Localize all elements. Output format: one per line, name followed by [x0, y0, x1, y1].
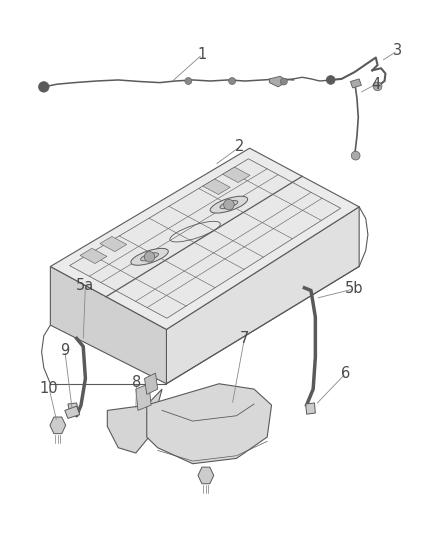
- Polygon shape: [65, 406, 80, 418]
- Polygon shape: [70, 159, 341, 318]
- Polygon shape: [147, 384, 272, 464]
- Circle shape: [224, 199, 234, 210]
- Polygon shape: [223, 167, 250, 182]
- Polygon shape: [203, 179, 230, 195]
- Polygon shape: [50, 266, 166, 384]
- Circle shape: [185, 77, 192, 85]
- Circle shape: [351, 151, 360, 160]
- Text: 2: 2: [235, 139, 245, 154]
- Ellipse shape: [210, 196, 247, 213]
- Ellipse shape: [141, 253, 159, 261]
- Text: 9: 9: [60, 343, 70, 358]
- Polygon shape: [269, 76, 284, 87]
- Polygon shape: [350, 79, 361, 88]
- Polygon shape: [68, 403, 79, 414]
- Text: 6: 6: [341, 366, 351, 381]
- Polygon shape: [80, 248, 107, 263]
- Polygon shape: [166, 207, 359, 384]
- Text: 10: 10: [40, 381, 58, 395]
- Polygon shape: [107, 389, 162, 453]
- Text: 8: 8: [132, 375, 141, 390]
- Text: 7: 7: [240, 331, 249, 346]
- Circle shape: [373, 82, 382, 91]
- Polygon shape: [100, 237, 127, 252]
- Ellipse shape: [220, 200, 238, 209]
- Text: 5b: 5b: [345, 281, 363, 296]
- Circle shape: [229, 77, 236, 85]
- Polygon shape: [306, 403, 315, 414]
- Polygon shape: [50, 417, 66, 434]
- Circle shape: [39, 82, 49, 92]
- Circle shape: [280, 78, 287, 85]
- Text: 3: 3: [393, 43, 402, 58]
- Polygon shape: [145, 373, 158, 394]
- Text: 4: 4: [371, 77, 381, 92]
- Ellipse shape: [131, 248, 168, 265]
- Text: 1: 1: [198, 47, 207, 62]
- Polygon shape: [198, 467, 214, 484]
- Circle shape: [326, 76, 335, 84]
- Text: 5a: 5a: [76, 278, 95, 293]
- Polygon shape: [50, 148, 359, 329]
- Polygon shape: [136, 384, 151, 410]
- Circle shape: [145, 252, 155, 262]
